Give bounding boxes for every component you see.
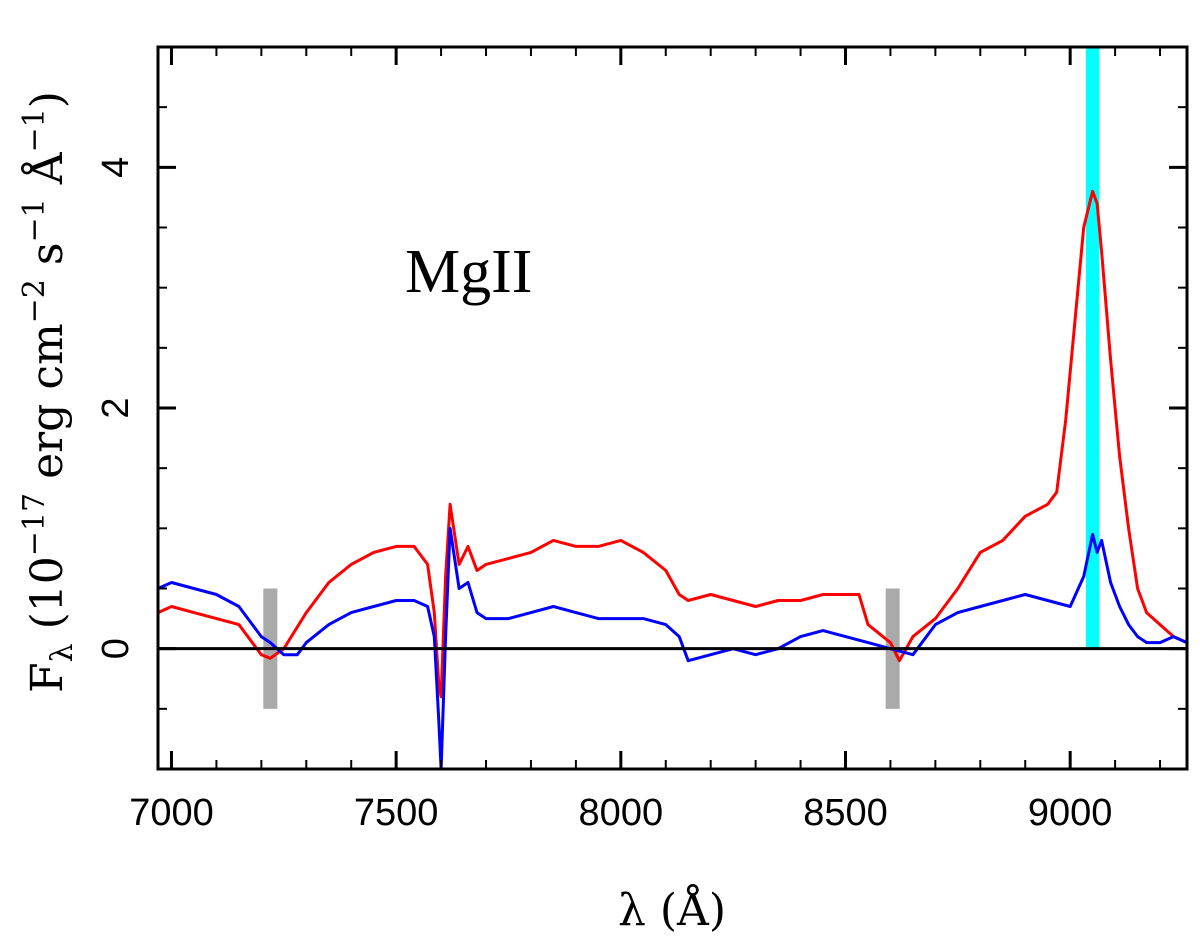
x-tick-label-8000: 8000 [579, 792, 664, 834]
x-axis-title: λ (Å) [618, 883, 726, 936]
svg-text:Fλ (10−17 erg cm−2 s−1 Å−1): Fλ (10−17 erg cm−2 s−1 Å−1) [17, 91, 80, 693]
x-tick-label-8500: 8500 [803, 792, 888, 834]
y-axis-title-lambda-sub: λ [45, 643, 80, 662]
y-axis-title-ang: Å [20, 151, 73, 198]
line-annotation: MgII [405, 238, 532, 306]
tick-layer: 7000 7500 8000 8500 9000 0 2 4 [95, 46, 1187, 834]
x-tick-label-7500: 7500 [354, 792, 439, 834]
x-tick-label-7000: 7000 [129, 792, 214, 834]
y-axis-title: Fλ (10−17 erg cm−2 s−1 Å−1) [17, 91, 80, 693]
series-line-red [158, 189, 1187, 699]
y-axis-title-erg: erg cm [22, 323, 73, 493]
y-axis-title-exp4: −1 [17, 108, 52, 152]
plot-frame [156, 45, 1189, 771]
series-layer [158, 189, 1187, 769]
y-tick-label-4: 4 [95, 157, 137, 178]
x-tick-label-9000: 9000 [1028, 792, 1113, 834]
series-line-blue [158, 526, 1187, 769]
y-axis-title-f: F [22, 662, 73, 693]
y-axis-title-exp1: −17 [17, 493, 52, 556]
y-axis-title-exp2: −2 [17, 279, 52, 323]
y-axis-title-close: ) [22, 91, 73, 108]
y-axis-title-open: (10 [22, 556, 73, 643]
y-tick-label-0: 0 [95, 638, 137, 659]
y-tick-label-2: 2 [95, 397, 137, 418]
y-axis-title-s: s [22, 243, 73, 280]
y-axis-title-exp3: −1 [17, 198, 52, 242]
